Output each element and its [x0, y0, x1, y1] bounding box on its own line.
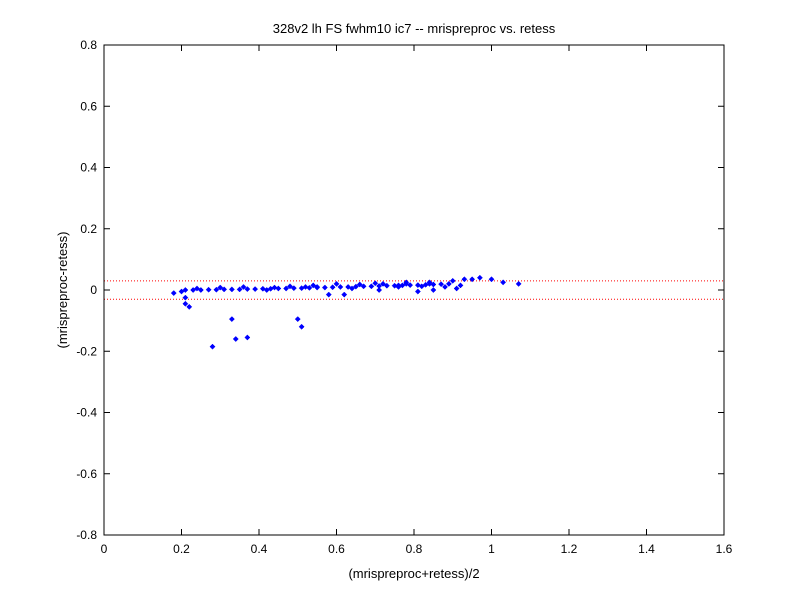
data-point — [380, 280, 386, 287]
data-point — [438, 281, 445, 288]
data-point — [182, 300, 189, 307]
data-point — [325, 291, 332, 298]
y-tick-label: -0.4 — [76, 406, 97, 420]
data-point — [372, 280, 379, 287]
data-point — [244, 286, 251, 293]
data-point — [217, 284, 224, 291]
y-tick-label: 0.4 — [80, 161, 97, 175]
data-point — [283, 285, 290, 292]
x-tick-label: 1.6 — [716, 542, 733, 556]
data-point — [407, 282, 414, 289]
data-point — [302, 283, 309, 290]
x-tick-label: 0 — [101, 542, 108, 556]
data-point — [352, 283, 359, 290]
y-axis-label: (mrispreproc-retess) — [55, 231, 70, 348]
data-point — [356, 281, 363, 288]
data-point — [240, 283, 247, 290]
data-point — [209, 343, 216, 350]
data-point — [418, 283, 425, 290]
data-point — [314, 284, 321, 291]
x-tick-label: 0.2 — [173, 542, 190, 556]
data-point — [403, 279, 410, 286]
data-point — [515, 280, 522, 287]
data-point — [476, 274, 483, 281]
data-point — [329, 284, 336, 291]
data-point — [449, 277, 456, 284]
data-point — [287, 283, 293, 290]
data-point — [376, 287, 383, 293]
data-point — [263, 287, 270, 293]
data-point — [349, 285, 355, 292]
x-tick-label: 1 — [488, 542, 495, 556]
data-point — [310, 282, 317, 289]
data-point — [426, 279, 433, 286]
data-point — [383, 282, 390, 289]
y-tick-label: 0.8 — [80, 38, 97, 52]
x-tick-label: 0.8 — [406, 542, 423, 556]
data-point — [488, 276, 495, 283]
data-point — [430, 281, 437, 288]
data-point — [205, 286, 212, 293]
data-point — [236, 286, 243, 293]
data-point — [244, 334, 251, 341]
data-point — [457, 282, 464, 289]
x-tick-label: 0.6 — [328, 542, 345, 556]
y-tick-label: 0.2 — [80, 222, 97, 236]
data-point — [337, 283, 344, 290]
x-tick-label: 1.4 — [638, 542, 655, 556]
data-point — [360, 283, 367, 290]
data-point — [453, 285, 460, 292]
data-point — [391, 282, 398, 289]
y-tick-label: -0.6 — [76, 467, 97, 481]
data-points — [170, 274, 522, 350]
chart-title: 328v2 lh FS fwhm10 ic7 -- mrispreproc vs… — [273, 21, 556, 36]
data-point — [345, 283, 352, 290]
data-point — [170, 290, 177, 297]
data-point — [228, 286, 235, 293]
reference-lines — [104, 280, 724, 300]
data-point — [414, 288, 421, 295]
data-point — [333, 280, 340, 287]
data-point — [221, 286, 228, 293]
data-point — [290, 285, 297, 292]
data-point — [271, 284, 278, 291]
data-point — [500, 279, 507, 286]
x-tick-label: 1.2 — [561, 542, 578, 556]
data-point — [186, 303, 193, 310]
x-tick-label: 0.4 — [251, 542, 268, 556]
data-point — [445, 280, 452, 287]
data-point — [232, 336, 239, 342]
data-point — [341, 291, 348, 298]
data-point — [395, 283, 402, 290]
data-point — [376, 283, 383, 289]
y-axis-ticks: -0.8 -0.6 -0.4 -0.2 0 0.2 0.4 0.6 0.8 — [76, 38, 724, 542]
y-tick-label: 0 — [90, 283, 97, 297]
data-point — [228, 316, 235, 323]
data-point — [194, 285, 200, 292]
data-point — [422, 281, 429, 288]
y-tick-label: -0.2 — [76, 344, 97, 358]
x-axis-ticks: 0 0.2 0.4 0.6 0.8 1 1.2 1.4 1.6 — [101, 45, 733, 556]
x-axis-label: (mrispreproc+retess)/2 — [348, 566, 479, 581]
data-point — [298, 323, 305, 330]
data-point — [461, 276, 468, 283]
data-point — [368, 283, 375, 290]
data-point — [252, 286, 259, 293]
data-point — [321, 284, 328, 291]
data-point — [182, 294, 189, 301]
data-point — [213, 286, 220, 293]
data-point — [430, 287, 437, 293]
y-tick-label: 0.6 — [80, 99, 97, 113]
data-point — [294, 316, 301, 323]
y-tick-label: -0.8 — [76, 528, 97, 542]
data-point — [469, 276, 476, 283]
data-point — [442, 283, 448, 290]
data-point — [182, 287, 189, 293]
